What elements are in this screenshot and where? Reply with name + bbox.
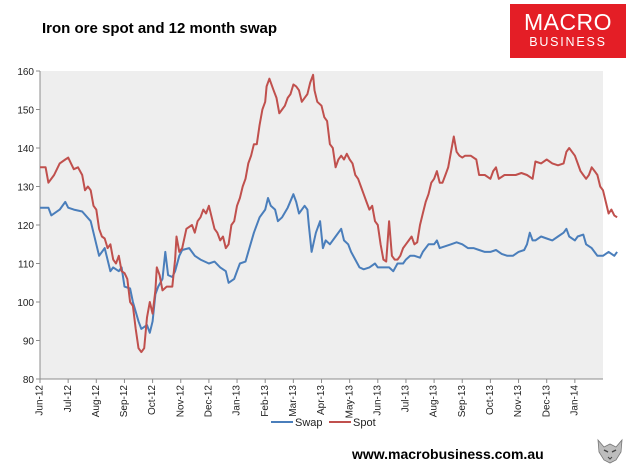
macrobusiness-logo[interactable]: MACRO BUSINESS (510, 4, 626, 58)
x-tick-label: Jan-13 (232, 385, 243, 416)
x-tick-label: Nov-12 (175, 385, 186, 418)
y-tick-label: 160 (17, 67, 34, 78)
y-tick-label: 140 (17, 144, 34, 155)
x-tick-label: Nov-13 (513, 385, 524, 418)
line-chart: 80 90 100 110 120 130 140 150 160 Jun-12 Jul-12 Au… (17, 67, 618, 429)
x-tick-label: Sep-13 (457, 385, 468, 418)
wolf-icon (594, 434, 626, 466)
x-tick-label: Jun-12 (35, 385, 46, 416)
legend-label: Swap (295, 417, 323, 429)
series-line-spot (40, 73, 618, 354)
x-tick-label: Jan-14 (569, 385, 580, 416)
x-tick-label: Oct-13 (485, 385, 496, 415)
x-tick-label: Jun-13 (372, 385, 383, 416)
x-tick-label: Aug-13 (429, 385, 440, 418)
x-tick-label: Feb-13 (260, 385, 271, 417)
x-tick-label: Dec-13 (541, 385, 552, 418)
chart-title: Iron ore spot and 12 month swap (42, 20, 278, 37)
logo-line2: BUSINESS (529, 35, 607, 49)
x-tick-label: Dec-12 (204, 385, 215, 418)
series-lines (40, 73, 618, 354)
legend: Swap Spot (271, 417, 376, 429)
footer-url[interactable]: www.macrobusiness.com.au (352, 446, 544, 462)
logo-line1: MACRO (523, 9, 613, 35)
x-axis: Jun-12 Jul-12 Aug-12 Sep-12 Oct-12 Nov-12 Dec-… (35, 378, 603, 419)
y-tick-label: 130 (17, 183, 34, 194)
x-tick-label: Jul-12 (63, 385, 74, 413)
x-tick-label: May-13 (344, 385, 355, 419)
x-tick-label: Sep-12 (119, 385, 130, 418)
x-tick-label: Jul-13 (401, 385, 412, 413)
y-tick-label: 120 (17, 221, 34, 232)
y-axis: 80 90 100 110 120 130 140 150 160 (17, 67, 41, 386)
x-tick-label: Aug-12 (91, 385, 102, 418)
y-tick-label: 150 (17, 106, 34, 117)
y-tick-label: 80 (23, 375, 35, 386)
series-line-swap (40, 193, 618, 334)
x-tick-label: Mar-13 (288, 385, 299, 417)
legend-label: Spot (353, 417, 376, 429)
x-tick-label: Oct-12 (147, 385, 158, 415)
y-tick-label: 100 (17, 298, 34, 309)
y-tick-label: 110 (18, 260, 34, 271)
y-tick-label: 90 (23, 337, 35, 348)
x-tick-label: Apr-13 (316, 385, 327, 415)
